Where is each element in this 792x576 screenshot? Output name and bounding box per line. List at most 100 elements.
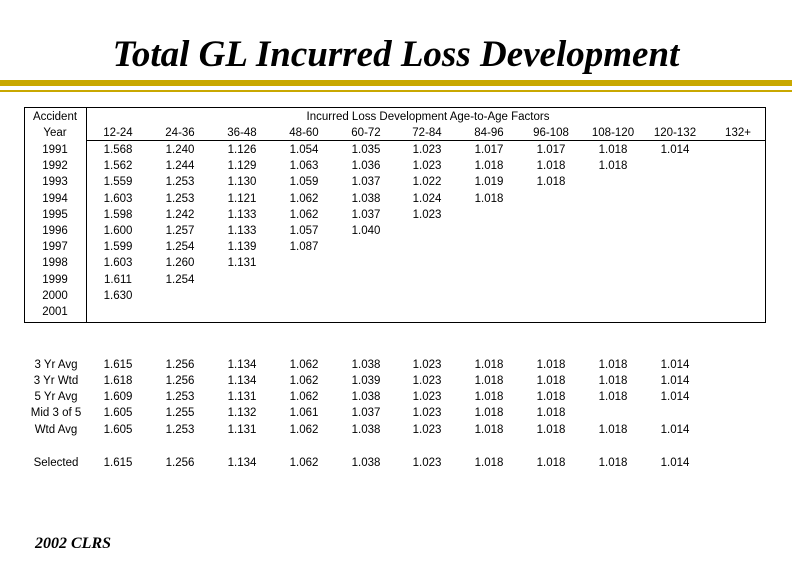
factor-cell: 1.133 [227, 225, 257, 237]
factor-cell: 1.568 [103, 144, 133, 156]
factor-cell: 1.018 [536, 160, 566, 173]
selected-value: 1.018 [536, 457, 566, 469]
accident-year: 1993 [42, 176, 68, 189]
factor-cell: 1.017 [536, 144, 566, 156]
factor-cell: 1.126 [227, 144, 257, 156]
summary-label: 3 Yr Wtd [33, 375, 79, 387]
summary-value: 1.023 [412, 391, 442, 403]
summary-value: 1.018 [474, 375, 504, 387]
summary-value: 1.014 [660, 359, 690, 371]
summary-value: 1.018 [598, 424, 628, 436]
accident-year: 2001 [42, 306, 68, 318]
period-header: 72-84 [412, 127, 442, 139]
summary-value: 1.023 [412, 424, 442, 436]
period-header: 24-36 [165, 127, 195, 139]
summary-value: 1.018 [598, 391, 628, 403]
summary-value: 1.014 [660, 424, 690, 436]
accident-year: 1994 [42, 192, 68, 205]
factor-cell: 1.018 [474, 192, 504, 205]
accident-year: 1997 [42, 241, 68, 254]
selected-value: 1.615 [103, 457, 133, 469]
period-header: 48-60 [289, 127, 319, 139]
title-underline-thick [0, 80, 792, 86]
factor-cell: 1.129 [227, 160, 257, 173]
summary-value: 1.615 [103, 359, 133, 371]
summary-value: 1.605 [103, 407, 133, 419]
summary-value: 1.037 [351, 407, 381, 419]
summary-label: 3 Yr Avg [34, 359, 78, 371]
summary-value: 1.014 [660, 391, 690, 403]
summary-value: 1.018 [474, 407, 504, 419]
factor-cell: 1.611 [104, 273, 132, 286]
factor-cell: 1.087 [289, 241, 319, 254]
factor-cell: 1.057 [289, 225, 319, 237]
factor-cell: 1.133 [227, 208, 257, 221]
selected-value: 1.018 [598, 457, 628, 469]
summary-value: 1.014 [660, 375, 690, 387]
period-header: 120-132 [653, 127, 697, 139]
summary-value: 1.253 [165, 424, 195, 436]
period-header: 96-108 [533, 127, 569, 139]
period-header: 108-120 [591, 127, 635, 139]
factor-cell: 1.599 [103, 241, 133, 254]
factor-cell: 1.244 [165, 160, 195, 173]
factor-cell: 1.131 [227, 257, 257, 270]
factor-cell: 1.254 [165, 241, 195, 254]
factors-table [24, 107, 766, 323]
accident-year: 1992 [42, 160, 68, 173]
title-underline-thin [0, 90, 792, 92]
factor-cell: 1.023 [412, 160, 442, 173]
factor-cell: 1.121 [227, 192, 257, 205]
period-header: 36-48 [227, 127, 257, 139]
selected-value: 1.256 [165, 457, 195, 469]
summary-value: 1.038 [351, 424, 381, 436]
summary-value: 1.023 [412, 359, 442, 371]
summary-value: 1.023 [412, 407, 442, 419]
selected-value: 1.014 [660, 457, 690, 469]
accident-year: 1991 [42, 144, 68, 156]
summary-value: 1.018 [536, 407, 566, 419]
summary-value: 1.039 [351, 375, 381, 387]
summary-value: 1.062 [289, 424, 319, 436]
factor-cell: 1.018 [536, 176, 566, 189]
factor-cell: 1.600 [103, 225, 133, 237]
factor-cell: 1.603 [103, 192, 133, 205]
factor-cell: 1.139 [227, 241, 257, 254]
factor-cell: 1.059 [289, 176, 319, 189]
summary-value: 1.062 [289, 375, 319, 387]
factor-cell: 1.037 [351, 176, 381, 189]
summary-value: 1.018 [598, 375, 628, 387]
factor-cell: 1.253 [165, 176, 195, 189]
summary-value: 1.038 [351, 391, 381, 403]
factor-cell: 1.023 [412, 208, 442, 221]
period-header: 60-72 [351, 127, 381, 139]
summary-value: 1.605 [103, 424, 133, 436]
summary-value: 1.134 [227, 375, 257, 387]
summary-value: 1.256 [165, 375, 195, 387]
header-divider [87, 140, 766, 141]
selected-value: 1.134 [227, 457, 257, 469]
summary-value: 1.018 [474, 424, 504, 436]
factor-cell: 1.062 [289, 208, 319, 221]
accident-year: 2000 [42, 289, 68, 302]
factor-cell: 1.257 [165, 225, 195, 237]
period-header: 12-24 [103, 127, 133, 139]
factors-header: Incurred Loss Development Age-to-Age Fac… [306, 111, 550, 123]
factor-cell: 1.018 [598, 160, 628, 173]
factor-cell: 1.253 [165, 192, 195, 205]
factor-cell: 1.254 [165, 273, 195, 286]
factor-cell: 1.038 [351, 192, 381, 205]
factor-cell: 1.018 [474, 160, 504, 173]
selected-value: 1.062 [289, 457, 319, 469]
factor-cell: 1.559 [103, 176, 133, 189]
summary-value: 1.038 [351, 359, 381, 371]
accident-year: 1998 [42, 257, 68, 270]
year-header: Year [43, 127, 67, 139]
factor-cell: 1.063 [289, 160, 319, 173]
summary-value: 1.134 [227, 359, 257, 371]
summary-value: 1.256 [165, 359, 195, 371]
summary-value: 1.062 [289, 391, 319, 403]
factor-cell: 1.017 [474, 144, 504, 156]
selected-label: Selected [33, 457, 79, 469]
summary-value: 1.018 [536, 391, 566, 403]
